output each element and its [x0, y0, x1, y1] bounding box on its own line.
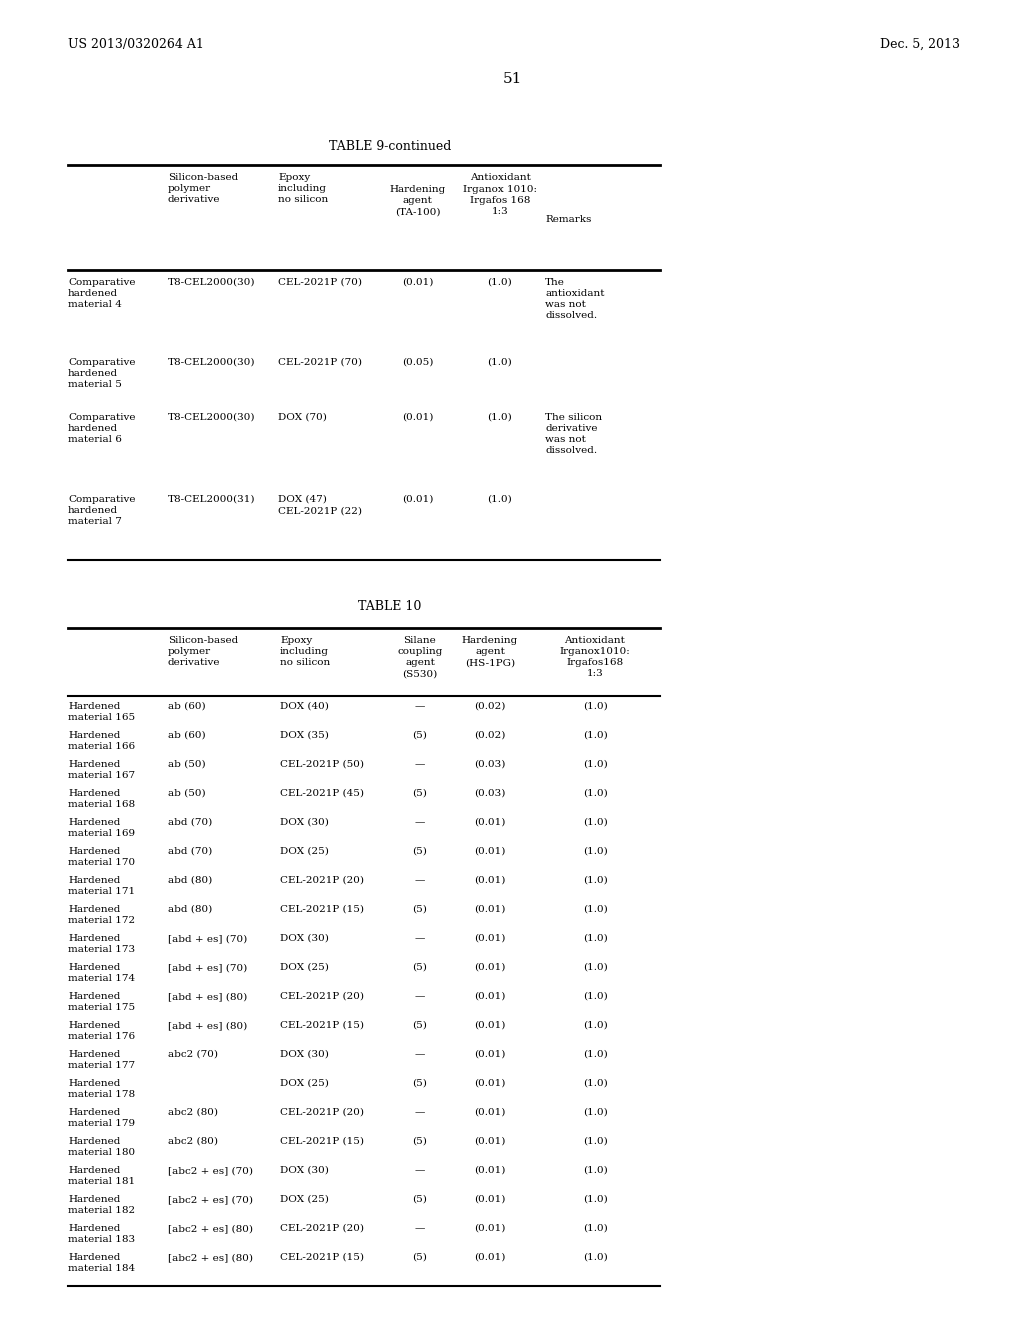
Text: (0.01): (0.01) — [474, 1107, 506, 1117]
Text: DOX (25): DOX (25) — [280, 964, 329, 972]
Text: (1.0): (1.0) — [583, 731, 607, 741]
Text: Remarks: Remarks — [545, 215, 592, 224]
Text: (1.0): (1.0) — [583, 1020, 607, 1030]
Text: (1.0): (1.0) — [583, 760, 607, 770]
Text: (1.0): (1.0) — [583, 1078, 607, 1088]
Text: US 2013/0320264 A1: US 2013/0320264 A1 — [68, 38, 204, 51]
Text: (0.01): (0.01) — [401, 495, 433, 504]
Text: Comparative
hardened
material 6: Comparative hardened material 6 — [68, 413, 135, 445]
Text: (1.0): (1.0) — [583, 818, 607, 828]
Text: Hardened
material 165: Hardened material 165 — [68, 702, 135, 722]
Text: (5): (5) — [413, 847, 427, 855]
Text: —: — — [415, 935, 425, 942]
Text: Antioxidant
Irganox1010:
Irgafos168
1:3: Antioxidant Irganox1010: Irgafos168 1:3 — [560, 636, 631, 678]
Text: (5): (5) — [413, 1020, 427, 1030]
Text: abd (70): abd (70) — [168, 818, 212, 828]
Text: Silicon-based
polymer
derivative: Silicon-based polymer derivative — [168, 636, 239, 667]
Text: (1.0): (1.0) — [583, 1253, 607, 1262]
Text: —: — — [415, 1224, 425, 1233]
Text: (1.0): (1.0) — [583, 1137, 607, 1146]
Text: [abd + es] (70): [abd + es] (70) — [168, 964, 247, 972]
Text: ab (60): ab (60) — [168, 702, 206, 711]
Text: Dec. 5, 2013: Dec. 5, 2013 — [880, 38, 961, 51]
Text: ab (50): ab (50) — [168, 760, 206, 770]
Text: Hardening
agent
(TA-100): Hardening agent (TA-100) — [389, 185, 445, 216]
Text: (0.01): (0.01) — [474, 1253, 506, 1262]
Text: Hardened
material 173: Hardened material 173 — [68, 935, 135, 954]
Text: (1.0): (1.0) — [583, 1107, 607, 1117]
Text: (5): (5) — [413, 789, 427, 799]
Text: Hardening
agent
(HS-1PG): Hardening agent (HS-1PG) — [462, 636, 518, 667]
Text: (1.0): (1.0) — [583, 935, 607, 942]
Text: CEL-2021P (20): CEL-2021P (20) — [280, 1107, 364, 1117]
Text: (1.0): (1.0) — [487, 358, 512, 367]
Text: Hardened
material 179: Hardened material 179 — [68, 1107, 135, 1129]
Text: CEL-2021P (15): CEL-2021P (15) — [280, 1253, 364, 1262]
Text: (0.01): (0.01) — [474, 1078, 506, 1088]
Text: —: — — [415, 702, 425, 711]
Text: Comparative
hardened
material 7: Comparative hardened material 7 — [68, 495, 135, 527]
Text: DOX (25): DOX (25) — [280, 1195, 329, 1204]
Text: abd (80): abd (80) — [168, 906, 212, 913]
Text: (1.0): (1.0) — [583, 1166, 607, 1175]
Text: —: — — [415, 1049, 425, 1059]
Text: Hardened
material 171: Hardened material 171 — [68, 876, 135, 896]
Text: (0.01): (0.01) — [474, 1137, 506, 1146]
Text: (5): (5) — [413, 964, 427, 972]
Text: Hardened
material 168: Hardened material 168 — [68, 789, 135, 809]
Text: (1.0): (1.0) — [583, 847, 607, 855]
Text: (1.0): (1.0) — [487, 279, 512, 286]
Text: DOX (47)
CEL-2021P (22): DOX (47) CEL-2021P (22) — [278, 495, 362, 515]
Text: (0.01): (0.01) — [401, 279, 433, 286]
Text: CEL-2021P (50): CEL-2021P (50) — [280, 760, 364, 770]
Text: Hardened
material 182: Hardened material 182 — [68, 1195, 135, 1216]
Text: (5): (5) — [413, 906, 427, 913]
Text: (0.03): (0.03) — [474, 789, 506, 799]
Text: T8-CEL2000(30): T8-CEL2000(30) — [168, 358, 256, 367]
Text: Hardened
material 170: Hardened material 170 — [68, 847, 135, 867]
Text: (0.01): (0.01) — [474, 906, 506, 913]
Text: Epoxy
including
no silicon: Epoxy including no silicon — [280, 636, 331, 667]
Text: (1.0): (1.0) — [583, 1195, 607, 1204]
Text: (1.0): (1.0) — [583, 1049, 607, 1059]
Text: —: — — [415, 818, 425, 828]
Text: T8-CEL2000(31): T8-CEL2000(31) — [168, 495, 256, 504]
Text: (5): (5) — [413, 1195, 427, 1204]
Text: Hardened
material 184: Hardened material 184 — [68, 1253, 135, 1272]
Text: [abc2 + es] (80): [abc2 + es] (80) — [168, 1253, 253, 1262]
Text: The silicon
derivative
was not
dissolved.: The silicon derivative was not dissolved… — [545, 413, 602, 455]
Text: —: — — [415, 1166, 425, 1175]
Text: —: — — [415, 760, 425, 770]
Text: [abd + es] (70): [abd + es] (70) — [168, 935, 247, 942]
Text: (1.0): (1.0) — [487, 413, 512, 422]
Text: (0.01): (0.01) — [474, 993, 506, 1001]
Text: [abd + es] (80): [abd + es] (80) — [168, 993, 247, 1001]
Text: Hardened
material 169: Hardened material 169 — [68, 818, 135, 838]
Text: Hardened
material 172: Hardened material 172 — [68, 906, 135, 925]
Text: Irganox 1010:
Irgafos 168
1:3: Irganox 1010: Irgafos 168 1:3 — [463, 185, 537, 216]
Text: Hardened
material 177: Hardened material 177 — [68, 1049, 135, 1071]
Text: (0.01): (0.01) — [474, 935, 506, 942]
Text: abd (80): abd (80) — [168, 876, 212, 884]
Text: TABLE 9-continued: TABLE 9-continued — [329, 140, 452, 153]
Text: (5): (5) — [413, 1253, 427, 1262]
Text: Silane
coupling
agent
(S530): Silane coupling agent (S530) — [397, 636, 442, 678]
Text: CEL-2021P (20): CEL-2021P (20) — [280, 993, 364, 1001]
Text: —: — — [415, 993, 425, 1001]
Text: (0.01): (0.01) — [474, 964, 506, 972]
Text: [abc2 + es] (80): [abc2 + es] (80) — [168, 1224, 253, 1233]
Text: (0.01): (0.01) — [474, 1224, 506, 1233]
Text: T8-CEL2000(30): T8-CEL2000(30) — [168, 413, 256, 422]
Text: (0.02): (0.02) — [474, 731, 506, 741]
Text: CEL-2021P (15): CEL-2021P (15) — [280, 1137, 364, 1146]
Text: (0.01): (0.01) — [401, 413, 433, 422]
Text: DOX (35): DOX (35) — [280, 731, 329, 741]
Text: Comparative
hardened
material 5: Comparative hardened material 5 — [68, 358, 135, 389]
Text: Hardened
material 183: Hardened material 183 — [68, 1224, 135, 1243]
Text: (1.0): (1.0) — [583, 993, 607, 1001]
Text: (1.0): (1.0) — [583, 876, 607, 884]
Text: CEL-2021P (45): CEL-2021P (45) — [280, 789, 364, 799]
Text: (0.01): (0.01) — [474, 876, 506, 884]
Text: Hardened
material 167: Hardened material 167 — [68, 760, 135, 780]
Text: (1.0): (1.0) — [583, 906, 607, 913]
